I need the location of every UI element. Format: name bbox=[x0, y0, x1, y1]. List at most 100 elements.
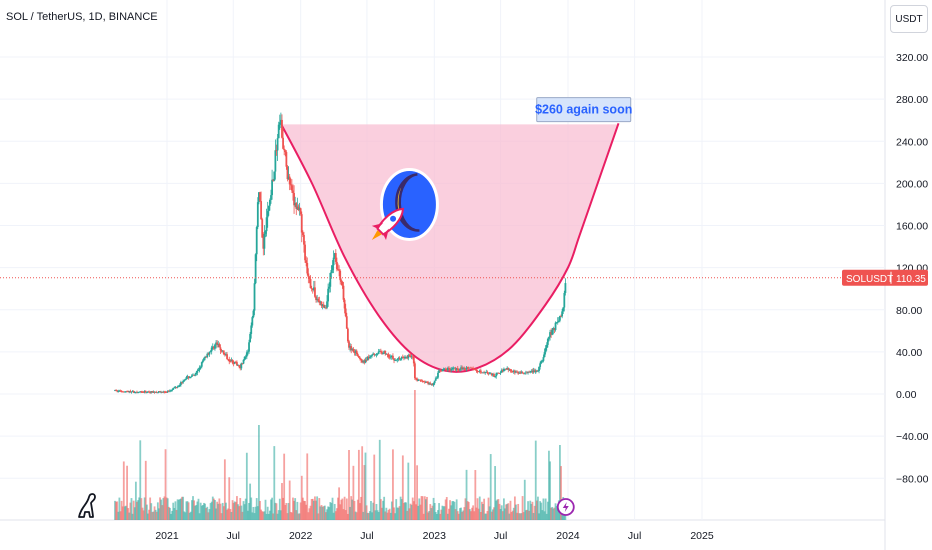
volume-bar bbox=[373, 454, 376, 520]
candle-body bbox=[537, 370, 539, 372]
volume-bar bbox=[298, 513, 301, 520]
candle-body bbox=[396, 359, 399, 361]
volume-bar bbox=[268, 510, 271, 520]
volume-bar bbox=[487, 497, 490, 520]
candle-body bbox=[452, 368, 455, 369]
volume-bar bbox=[334, 511, 337, 520]
candle-body bbox=[410, 356, 413, 358]
volume-bar bbox=[296, 501, 299, 520]
volume-bar bbox=[189, 511, 192, 520]
volume-bar bbox=[518, 513, 521, 520]
volume-bar bbox=[364, 452, 367, 520]
volume-bar bbox=[511, 510, 514, 520]
candle-body bbox=[398, 358, 401, 360]
candle-body bbox=[357, 356, 360, 358]
volume-bar bbox=[152, 511, 155, 520]
candle-body bbox=[322, 304, 325, 308]
candle-body bbox=[509, 369, 512, 371]
candle-body bbox=[376, 353, 379, 355]
volume-bar bbox=[333, 503, 336, 520]
volume-bar bbox=[492, 509, 494, 520]
candle-body bbox=[484, 372, 487, 374]
annotation-label[interactable]: $260 again soon bbox=[535, 97, 632, 123]
price-axis[interactable]: 320.00280.00240.00200.00160.00120.0080.0… bbox=[896, 52, 929, 485]
volume-bar bbox=[446, 513, 449, 520]
candle-body bbox=[200, 362, 203, 367]
volume-bar bbox=[244, 498, 247, 520]
candle-body bbox=[540, 360, 543, 364]
volume-bar bbox=[552, 508, 555, 520]
candle-body bbox=[294, 203, 297, 206]
volume-bar bbox=[524, 510, 527, 520]
candle-body bbox=[521, 372, 524, 373]
volume-bar bbox=[145, 504, 148, 520]
candle-body bbox=[188, 377, 191, 379]
volume-bar bbox=[345, 498, 348, 520]
volume-bar bbox=[417, 505, 420, 520]
candle-body bbox=[497, 372, 500, 374]
price-tag-value: 110.35 bbox=[896, 274, 926, 285]
candle-body bbox=[288, 176, 291, 185]
candle-body bbox=[508, 369, 511, 371]
candle-body bbox=[131, 391, 134, 392]
volume-bar bbox=[248, 502, 250, 520]
volume-bar bbox=[530, 503, 533, 520]
candle-body bbox=[543, 352, 546, 358]
candle-body bbox=[240, 363, 243, 369]
volume-bar bbox=[295, 510, 298, 520]
candle-body bbox=[352, 348, 355, 352]
candle-body bbox=[321, 304, 324, 306]
volume-bar bbox=[344, 510, 347, 520]
candle-body bbox=[278, 122, 281, 125]
candle-body bbox=[186, 376, 189, 378]
candle-body bbox=[420, 380, 423, 382]
volume-bar bbox=[407, 462, 410, 520]
time-axis[interactable]: 2021 Jul 2022 Jul 2023 Jul 2024 Jul 2025 bbox=[155, 530, 714, 542]
volume-bar bbox=[273, 446, 276, 520]
volume-bar bbox=[504, 508, 506, 520]
cup-shape[interactable] bbox=[279, 121, 620, 373]
candle-body bbox=[305, 260, 308, 263]
volume-bar bbox=[470, 511, 472, 520]
volume-bar bbox=[138, 497, 141, 520]
y-tick-label: 200.00 bbox=[896, 178, 928, 190]
rocket-moon-icon[interactable] bbox=[365, 167, 439, 247]
volume-bar bbox=[482, 503, 484, 520]
volume-bar bbox=[208, 509, 211, 520]
candle-body bbox=[260, 201, 263, 220]
candle-body bbox=[470, 367, 472, 369]
volume-bar bbox=[128, 512, 131, 520]
volume-bar bbox=[143, 497, 146, 520]
candle-body bbox=[517, 371, 520, 374]
volume-bar bbox=[489, 454, 492, 520]
candle-body bbox=[270, 195, 272, 200]
volume-bar bbox=[394, 513, 397, 520]
lightning-bolt-icon[interactable] bbox=[556, 498, 575, 516]
volume-bar bbox=[537, 496, 539, 520]
volume-bar bbox=[406, 510, 409, 520]
candle-body bbox=[535, 370, 538, 372]
volume-bar bbox=[228, 477, 231, 520]
volume-bar bbox=[422, 513, 425, 520]
volume-bar bbox=[414, 390, 416, 520]
volume-bar bbox=[191, 500, 193, 520]
volume-bar bbox=[126, 465, 128, 520]
dinosaur-icon[interactable] bbox=[78, 493, 96, 518]
candle-body bbox=[275, 150, 278, 152]
candle-body bbox=[243, 356, 246, 360]
volume-bar bbox=[351, 499, 354, 520]
candle-body bbox=[189, 376, 192, 378]
candle-body bbox=[459, 368, 461, 370]
candle-body bbox=[287, 176, 290, 180]
currency-button[interactable]: USDT bbox=[890, 5, 928, 33]
candle-body bbox=[531, 370, 534, 373]
volume-bar bbox=[545, 513, 548, 520]
candle-body bbox=[217, 344, 220, 345]
candle-body bbox=[259, 192, 261, 202]
volume-bar bbox=[457, 513, 460, 520]
candle-body bbox=[545, 344, 548, 348]
volume-bar bbox=[140, 498, 143, 520]
candle-body bbox=[271, 179, 273, 196]
volume-bar bbox=[383, 496, 386, 520]
